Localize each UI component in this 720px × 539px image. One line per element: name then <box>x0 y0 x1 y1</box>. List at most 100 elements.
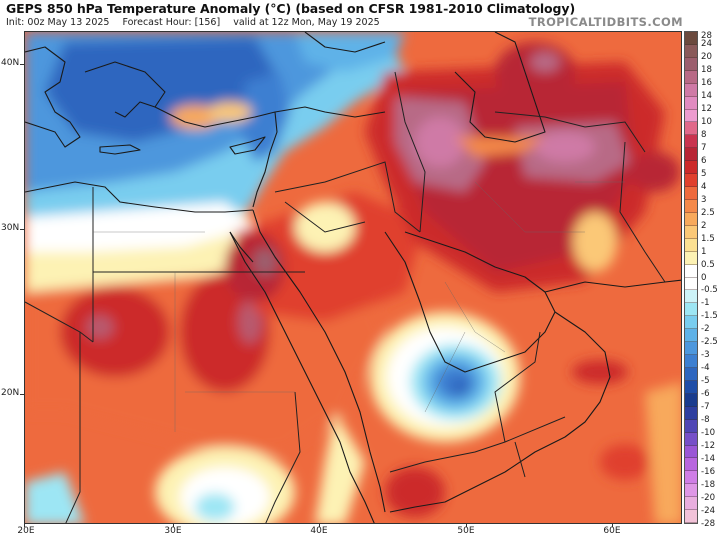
colorbar-level-label: 2.5 <box>701 207 715 218</box>
colorbar-bin <box>685 70 697 84</box>
colorbar-level-label: 0.5 <box>701 259 715 270</box>
colorbar-bin <box>685 32 697 45</box>
colorbar-labels: 24 20 18 16 14 12 10 8 7 6 5 4 3 2.5 2 1.5 1 0.5 0 -0.5 -1 -1… <box>700 30 720 529</box>
lon-tick <box>24 524 25 527</box>
colorbar-level-label: 5 <box>701 168 707 179</box>
colorbar-level-label: 7 <box>701 142 707 153</box>
colorbar-bin <box>685 161 697 175</box>
colorbar-level-label: -0.5 <box>701 285 718 296</box>
colorbar-level-label: 4 <box>701 181 707 192</box>
colorbar-bin <box>685 432 697 446</box>
lon-tick <box>612 524 613 527</box>
colorbar-level-label: 1.5 <box>701 233 715 244</box>
colorbar-bin <box>685 510 697 524</box>
lat-tick <box>20 229 24 230</box>
colorbar-level-label: -2 <box>701 324 710 335</box>
colorbar-bin <box>685 367 697 381</box>
colorbar-level-label: 16 <box>701 77 712 88</box>
colorbar-bin <box>685 316 697 330</box>
colorbar-level-label: -18 <box>701 480 716 491</box>
lon-label-40e: 40E <box>310 526 328 536</box>
lat-label-30n: 30N <box>1 223 20 233</box>
colorbar-bin <box>685 329 697 343</box>
colorbar-bin <box>685 303 697 317</box>
colorbar-level-label: -5 <box>701 376 710 387</box>
colorbar-bin <box>685 484 697 498</box>
colorbar-bin <box>685 406 697 420</box>
colorbar-level-label: -28 <box>701 519 716 529</box>
map-subtitle: Init: 00z May 13 2025 Forecast Hour: [15… <box>6 17 390 28</box>
colorbar-bin <box>685 199 697 213</box>
colorbar-level-label: 20 <box>701 51 712 62</box>
lat-tick <box>20 64 24 65</box>
colorbar-level-label: 18 <box>701 64 712 75</box>
colorbar-level-label: 28 <box>701 30 712 41</box>
colorbar-bin <box>685 122 697 136</box>
colorbar-bin <box>685 471 697 485</box>
colorbar-level-label: -6 <box>701 389 710 400</box>
colorbar-bin <box>685 355 697 368</box>
colorbar-bin <box>685 174 697 188</box>
lon-label-50e: 50E <box>457 526 475 536</box>
colorbar-bin <box>685 458 697 472</box>
colorbar-bin <box>685 148 697 162</box>
colorbar-level-label: -1 <box>701 298 710 309</box>
colorbar-bin <box>685 380 697 394</box>
colorbar-bin <box>685 44 697 58</box>
colorbar-level-label: -2.5 <box>701 337 718 348</box>
colorbar-level-label: -10 <box>701 428 716 439</box>
colorbar-bin <box>685 419 697 433</box>
colorbar-bin <box>685 497 697 511</box>
colorbar-bin <box>685 212 697 226</box>
colorbar-level-label: -24 <box>701 506 716 517</box>
coastlines <box>25 32 681 523</box>
colorbar-level-label: -4 <box>701 363 710 374</box>
colorbar-level-label: 0 <box>701 272 707 283</box>
colorbar-level-label: -14 <box>701 454 716 465</box>
colorbar-level-label: -12 <box>701 441 716 452</box>
brand-watermark: TROPICALTIDBITS.COM <box>528 15 683 29</box>
anomaly-map <box>24 31 682 524</box>
colorbar <box>684 31 698 524</box>
colorbar-bin <box>685 187 697 200</box>
map-title: GEPS 850 hPa Temperature Anomaly (°C) (b… <box>6 1 576 16</box>
lon-tick <box>319 524 320 527</box>
colorbar-level-label: -8 <box>701 415 710 426</box>
colorbar-level-label: 10 <box>701 116 712 127</box>
colorbar-bin <box>685 393 697 407</box>
colorbar-bin <box>685 83 697 97</box>
colorbar-bin <box>685 277 697 291</box>
anomaly-field <box>25 32 681 523</box>
colorbar-level-label: 12 <box>701 103 712 114</box>
colorbar-bin <box>685 225 697 239</box>
colorbar-bin <box>685 264 697 278</box>
colorbar-bin <box>685 238 697 252</box>
colorbar-level-label: -1.5 <box>701 311 718 322</box>
colorbar-level-label: 1 <box>701 246 707 257</box>
colorbar-bin <box>685 445 697 459</box>
lon-tick <box>173 524 174 527</box>
forecast-hour: Forecast Hour: [156] <box>122 17 221 28</box>
colorbar-bin <box>685 57 697 71</box>
colorbar-bin <box>685 290 697 304</box>
colorbar-level-label: 14 <box>701 90 712 101</box>
colorbar-bin <box>685 251 697 265</box>
colorbar-level-label: 3 <box>701 194 707 205</box>
colorbar-bin <box>685 96 697 110</box>
national-borders <box>25 71 666 523</box>
lon-label-60e: 60E <box>603 526 621 536</box>
lon-label-30e: 30E <box>164 526 182 536</box>
admin-borders <box>93 181 625 432</box>
init-time: Init: 00z May 13 2025 <box>6 17 110 28</box>
colorbar-bin <box>685 342 697 356</box>
lat-tick <box>20 394 24 395</box>
colorbar-bin <box>685 109 697 123</box>
colorbar-level-label: -7 <box>701 402 710 413</box>
valid-time: valid at 12z Mon, May 19 2025 <box>233 17 380 28</box>
colorbar-level-label: 8 <box>701 129 707 140</box>
colorbar-level-label: 2 <box>701 220 707 231</box>
colorbar-level-label: 6 <box>701 155 707 166</box>
colorbar-level-label: -3 <box>701 350 710 361</box>
colorbar-level-label: 24 <box>701 38 712 49</box>
lat-label-40n: 40N <box>1 58 20 68</box>
